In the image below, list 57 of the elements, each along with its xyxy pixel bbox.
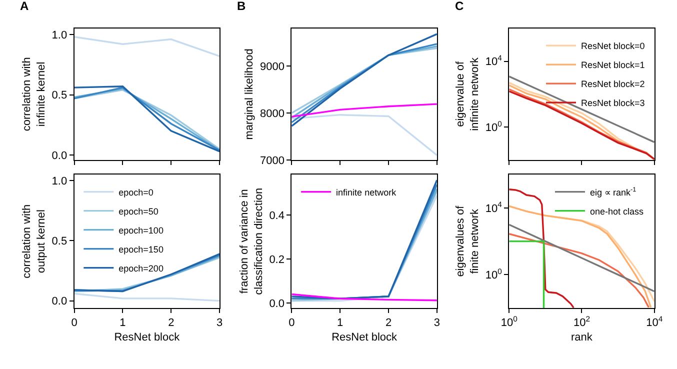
x-tick-label: 3 [434,317,440,330]
x-tick-label: 10$^{2}$ [573,314,590,330]
y-tick-label: 10$^{0}$ [485,266,502,282]
y-tick-label: 10$^{4}$ [485,54,503,68]
y-tick-label: 8000 [260,108,284,120]
y-tick-label: 9000 [260,60,284,73]
x-tick-label: 10$^{4}$ [646,314,664,330]
legend-label: epoch=200 [118,263,164,274]
legend-label: epoch=0 [118,187,154,198]
x-tick-label: 1 [337,317,344,330]
y-axis-title: eigenvalues of finite network [454,204,482,277]
y-tick-label: 1.0 [52,29,68,42]
x-axis-title: ResNet block [114,331,180,344]
y-tick-label: 0.5 [52,90,68,102]
legend-label: one-hot class [590,206,644,216]
y-axis-title: correlation with output kernel [21,204,48,278]
legend-label: eig ∝ rank$^{-1}$ [590,186,637,198]
line-series [292,293,437,302]
legend-label: infinite network [336,187,397,198]
y-axis-title: fraction of variance in classification direction [238,188,265,295]
y-tick-label: 0.0 [52,150,68,162]
legend-label: ResNet block=0 [580,41,645,52]
chart-title: A [20,0,29,13]
x-tick-label: 2 [385,317,392,330]
x-tick-label: 10$^{0}$ [500,314,518,330]
legend-label: ResNet block=3 [580,98,645,108]
y-tick-label: 0.2 [269,254,284,266]
line-series [292,103,437,118]
line-series [509,76,654,144]
x-tick-label: 0 [71,317,78,330]
y-tick-label: 0.5 [52,236,68,248]
y-tick-label: 1.0 [52,175,68,188]
line-series [292,114,437,156]
x-tick-label: 3 [216,317,223,330]
legend-label: epoch=50 [118,206,158,216]
y-tick-label: 0.0 [269,298,284,310]
x-tick-label: 2 [168,317,174,330]
y-axis-title: marginal likelihood [244,48,256,140]
legend-label: epoch=150 [118,244,164,254]
y-tick-label: 10$^{0}$ [485,119,502,134]
legend-label: ResNet block=2 [580,79,645,90]
x-tick-label: 0 [288,317,295,330]
y-tick-label: 0.4 [269,210,284,222]
x-axis-title: ResNet block [332,331,398,344]
y-tick-label: 0.0 [52,296,68,308]
y-axis-title: correlation with infinite kernel [21,57,48,132]
chart-title: B [237,0,246,13]
legend-label: ResNet block=1 [580,60,645,70]
chart-title: C [455,0,464,13]
y-tick-label: 10$^{4}$ [485,200,503,215]
line-series [74,36,220,58]
line-series [509,224,654,292]
x-axis-title: rank [571,331,593,344]
legend-label: epoch=100 [118,225,164,236]
x-tick-label: 1 [120,317,126,330]
y-tick-label: 7000 [260,154,284,167]
y-axis-title: eigenvalue of infinite network [454,56,482,131]
